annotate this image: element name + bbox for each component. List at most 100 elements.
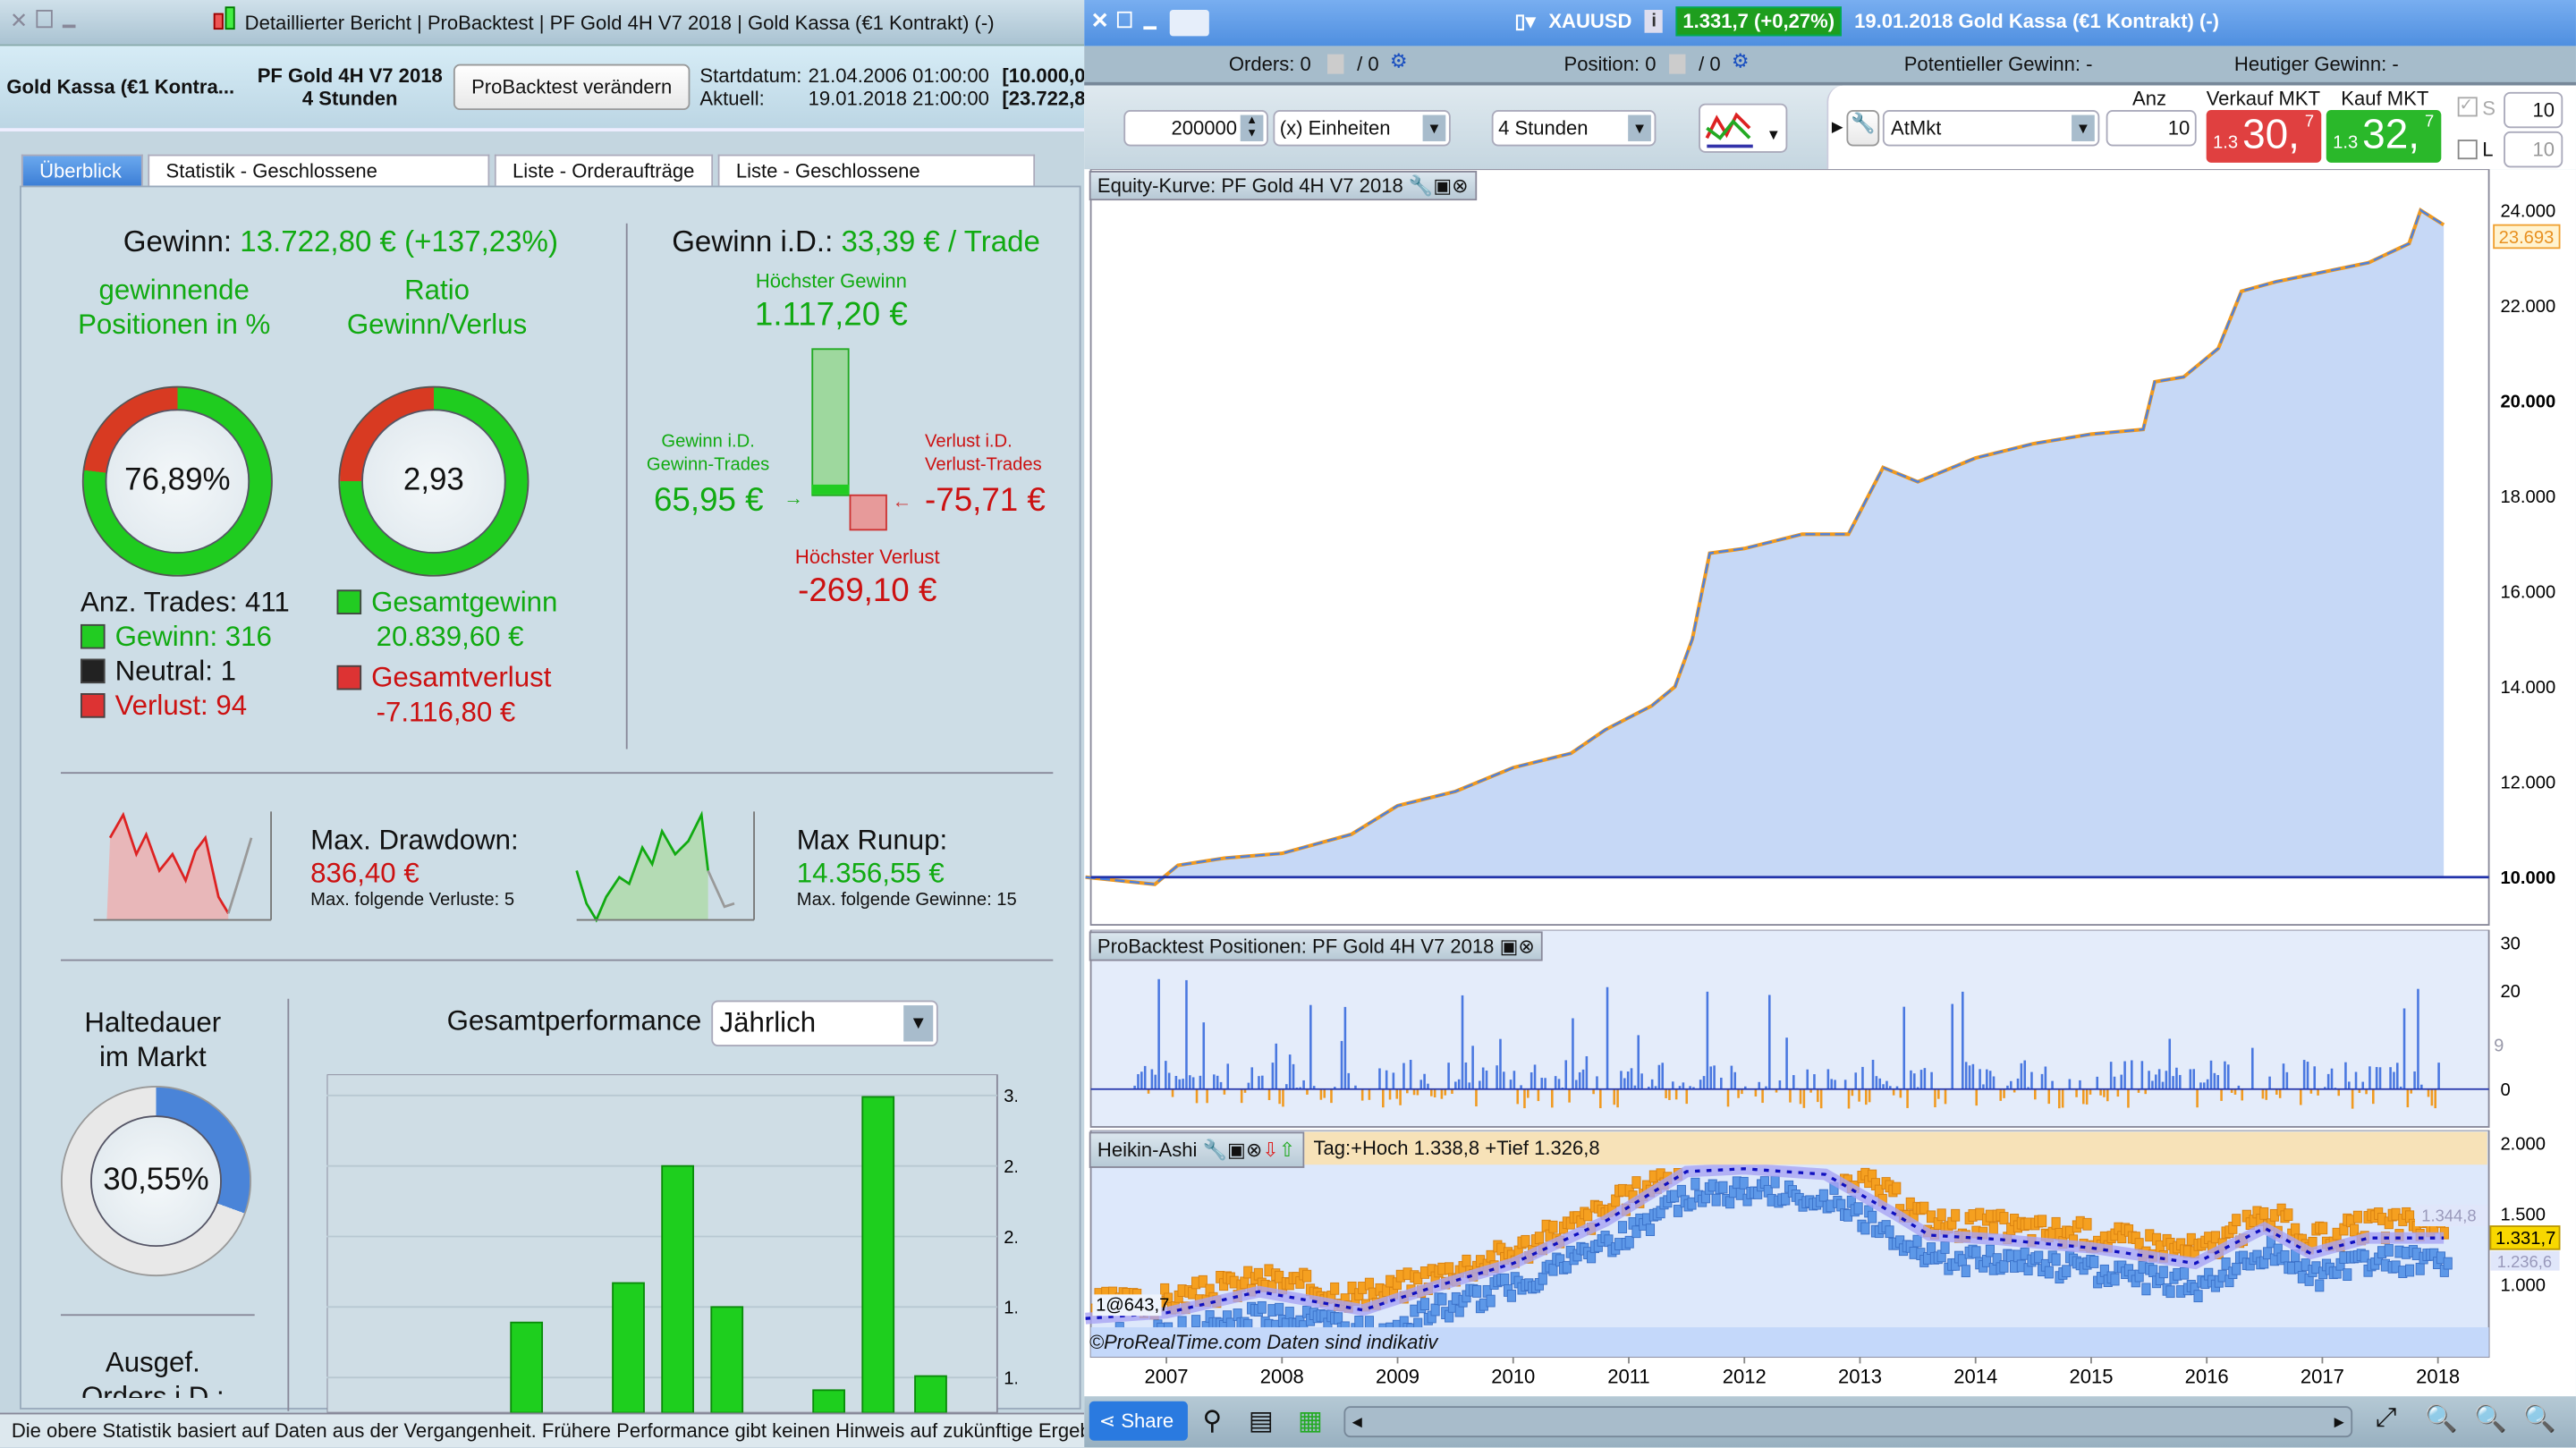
symbol[interactable]: XAUUSD <box>1548 10 1632 33</box>
position-bar <box>1285 1084 1288 1089</box>
performance-bar-chart: 3.000 2.500 2.000 1.500 1.000 <box>326 1074 1017 1413</box>
quantity-stepper[interactable]: 200000 ▲ ▼ <box>1123 110 1268 147</box>
position-bar <box>1302 1080 1305 1089</box>
close-icon[interactable]: ✕ <box>1090 8 1109 33</box>
list-icon[interactable]: ▤ <box>1248 1408 1274 1436</box>
share-button[interactable]: ⋖ Share <box>1089 1401 1188 1441</box>
close-position-icon[interactable] <box>1669 54 1686 74</box>
buy-marker <box>1690 1177 1700 1190</box>
performance-period-select[interactable]: Jährlich ▼ <box>711 1000 938 1046</box>
positions-chart[interactable]: 30 20 0 9 <box>1084 929 2576 1130</box>
window-icon[interactable]: ▣ <box>1499 935 1519 958</box>
gear-icon[interactable]: ⚙ <box>1731 49 1750 72</box>
stop-checkbox[interactable]: ✓ <box>2457 97 2478 117</box>
maximize-icon[interactable] <box>1116 11 1132 29</box>
maximize-icon[interactable] <box>36 10 53 29</box>
current-capital: [23.722,8 <box>1002 87 1085 111</box>
tab-overview[interactable]: Überblick <box>21 154 143 186</box>
title-bar: ✕ ▯▾ XAUUSD i 1.331,7 (+0,27%) 19.01.201… <box>1084 0 2576 47</box>
buy-marker <box>2221 1257 2231 1270</box>
timeframe-select[interactable]: 4 Stunden ▼ <box>1491 110 1657 147</box>
gear-icon[interactable]: ⚙ <box>1389 49 1408 72</box>
instrument-name: Gold Kassa (€1 Kontra... <box>6 75 235 99</box>
sell-market-button[interactable]: 1.3 30, 7 <box>2206 110 2322 163</box>
wrench-icon[interactable]: 🔧 <box>1408 174 1434 198</box>
position-bar <box>2393 1071 2395 1089</box>
position-bar <box>1585 1055 1589 1089</box>
tab-orders[interactable]: Liste - Orderaufträge <box>494 154 714 186</box>
chart-type-icon[interactable]: ▯▾ <box>1514 10 1536 33</box>
arrow-up-icon[interactable]: ⇧ <box>1278 1138 1296 1162</box>
zoom-in-icon[interactable]: 🔍 <box>2523 1406 2556 1435</box>
minimize-icon[interactable] <box>62 24 76 29</box>
position-bar <box>1775 1088 1778 1093</box>
modify-backtest-button[interactable]: ProBacktest verändern <box>453 64 691 111</box>
performance-bar <box>861 1096 895 1413</box>
zoom-out-icon[interactable]: 🔍 <box>2474 1406 2507 1435</box>
drawing-tool-icon[interactable]: ⚲ <box>1202 1408 1222 1436</box>
unit-select[interactable]: (x) Einheiten ▼ <box>1273 110 1451 147</box>
position-bar <box>2085 1088 2089 1105</box>
position-bar <box>1654 1086 1657 1089</box>
stop-input[interactable]: 10 <box>2504 91 2563 129</box>
position-bar <box>1592 1088 1595 1095</box>
buy-marker <box>2034 1250 2044 1264</box>
buy-market-button[interactable]: 1.3 32, 7 <box>2326 110 2442 163</box>
position-bar <box>1199 1075 1202 1089</box>
buy-marker <box>2360 1249 2369 1263</box>
info-icon[interactable]: i <box>1645 10 1664 33</box>
minimize-icon[interactable] <box>1143 26 1157 30</box>
position-bar <box>1882 1084 1885 1089</box>
buy-marker <box>2443 1257 2453 1270</box>
performance-bar <box>914 1375 947 1413</box>
position-bar <box>2020 1063 2023 1089</box>
buy-marker <box>1506 1289 1516 1302</box>
indicator-menu-button[interactable]: ▼ <box>1699 103 1788 153</box>
upper-box <box>2414 1205 2487 1227</box>
position-bar <box>1689 1086 1691 1089</box>
autoscale-icon[interactable]: ⤢ <box>2375 1404 2397 1433</box>
zoom-fit-icon[interactable]: 🔍 <box>2424 1406 2458 1435</box>
x-tick-label: 2018 <box>2416 1366 2460 1388</box>
buy-marker <box>1177 1316 1187 1329</box>
position-bar <box>2120 1074 2123 1089</box>
order-book-icon[interactable]: ▦ <box>1297 1408 1323 1436</box>
wrench-icon[interactable]: 🔧 <box>1202 1138 1227 1162</box>
gain-color-icon <box>80 623 106 649</box>
tab-statistics[interactable]: Statistik - Geschlossene Positionen <box>148 154 490 212</box>
position-bar <box>2434 1088 2437 1109</box>
keyboard-icon[interactable] <box>1169 10 1209 37</box>
position-bar <box>2127 1088 2130 1108</box>
position-bar <box>1685 1088 1689 1105</box>
order-type-select[interactable]: AtMkt ▼ <box>1882 110 2100 147</box>
quantity-input[interactable]: 10 <box>2106 110 2197 147</box>
close-icon[interactable]: ✕ <box>10 8 29 33</box>
position-bar <box>1292 1063 1295 1089</box>
indicator-legend: Tag:+Hoch 1.338,8 +Tief 1.326,8 <box>1303 1131 2487 1165</box>
position-bar <box>1630 1068 1633 1089</box>
tab-closed-positions[interactable]: Liste - Geschlossene Positionen <box>717 154 1036 212</box>
close-chart-icon[interactable]: ⊗ <box>1245 1138 1263 1162</box>
chart-scrollbar[interactable]: ◀ ▶ <box>1343 1406 2353 1438</box>
window-icon[interactable]: ▣ <box>1226 1138 1246 1162</box>
position-bar <box>2040 1073 2044 1089</box>
limit-input[interactable]: 10 <box>2504 131 2563 168</box>
cancel-orders-icon[interactable] <box>1327 54 1344 74</box>
limit-checkbox[interactable] <box>2457 140 2478 160</box>
buy-marker <box>2158 1266 2168 1279</box>
position-bar <box>1544 1078 1546 1089</box>
buy-marker <box>1999 1260 2009 1273</box>
buy-marker <box>2384 1244 2394 1257</box>
position-bar <box>1457 1079 1461 1089</box>
window-icon[interactable]: ▣ <box>1433 174 1453 198</box>
equity-chart-title: Equity-Kurve: PF Gold 4H V7 2018 🔧▣⊗ <box>1089 171 1477 201</box>
equity-chart[interactable]: 24.000 22.000 20.000 18.000 16.000 14.000 12.0… <box>1084 169 2576 928</box>
position-bar <box>1395 1088 1399 1099</box>
close-chart-icon[interactable]: ⊗ <box>1518 935 1535 958</box>
y-tick-label: 20.000 <box>2500 393 2555 412</box>
position-bar <box>1306 1088 1309 1095</box>
heikin-ashi-chart[interactable]: 1@643,7 2.000 1.500 1.000 1.344,8 1.331,7 1.23… <box>1084 1130 2576 1397</box>
arrow-down-icon[interactable]: ⇩ <box>1262 1138 1279 1162</box>
close-chart-icon[interactable]: ⊗ <box>1452 174 1469 198</box>
wrench-icon[interactable]: 🔧 <box>1846 110 1880 147</box>
